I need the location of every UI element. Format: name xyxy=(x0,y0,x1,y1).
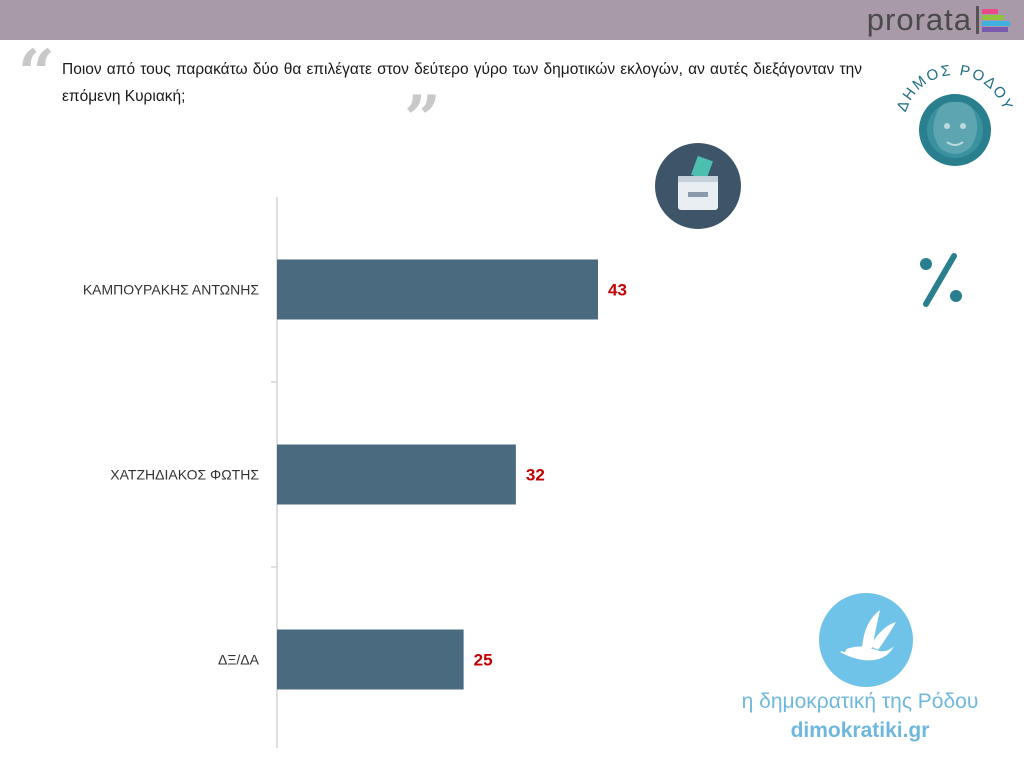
survey-question: Ποιον από τους παρακάτω δύο θα επιλέγατε… xyxy=(62,61,862,105)
bar xyxy=(277,629,464,690)
footer-site-url: dimokratiki.gr xyxy=(790,719,930,742)
category-label: ΚΑΜΠΟΥΡΑΚΗΣ ΑΝΤΩΝΗΣ xyxy=(83,282,260,298)
municipality-seal-logo: ΔΗΜΟΣ ΡΟΔΟΥ xyxy=(893,62,1015,166)
ballot-box-icon xyxy=(655,143,741,229)
prorata-logo-mark xyxy=(976,6,1012,34)
footer-site-name: η δημοκρατική της Ρόδου xyxy=(741,690,979,713)
bar xyxy=(277,444,516,505)
prorata-logo-text: prorata xyxy=(866,2,972,37)
category-label: ΧΑΤΖΗΔΙΑΚΟΣ ΦΩΤΗΣ xyxy=(110,467,259,483)
value-label: 25 xyxy=(474,651,493,670)
close-quote-icon: ” xyxy=(404,82,441,157)
category-label: ΔΞ/ΔΑ xyxy=(218,652,260,668)
value-label: 43 xyxy=(608,281,627,300)
percent-icon xyxy=(920,253,962,307)
bar xyxy=(277,259,598,320)
value-label: 32 xyxy=(526,466,545,485)
open-quote-icon: “ xyxy=(18,36,55,111)
top-bar: prorata xyxy=(0,0,1024,40)
dove-icon xyxy=(819,593,913,687)
